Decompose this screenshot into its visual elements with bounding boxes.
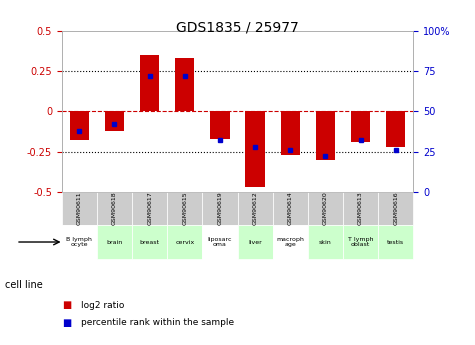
Text: GSM90618: GSM90618 <box>112 192 117 225</box>
Text: ■: ■ <box>62 318 71 327</box>
Bar <box>167 225 202 259</box>
Text: ■: ■ <box>62 300 71 310</box>
Text: GSM90613: GSM90613 <box>358 191 363 225</box>
Bar <box>246 111 265 187</box>
Bar <box>378 225 413 259</box>
Text: T lymph
oblast: T lymph oblast <box>348 237 373 247</box>
Text: GSM90616: GSM90616 <box>393 192 398 225</box>
Bar <box>238 192 273 225</box>
Text: GSM90611: GSM90611 <box>77 192 82 225</box>
Text: breast: breast <box>140 239 160 245</box>
Bar <box>238 225 273 259</box>
Bar <box>132 192 167 225</box>
Bar <box>97 192 132 225</box>
Text: GDS1835 / 25977: GDS1835 / 25977 <box>176 21 299 35</box>
Text: testis: testis <box>387 239 404 245</box>
Bar <box>308 225 343 259</box>
Text: cervix: cervix <box>175 239 194 245</box>
Text: GSM90614: GSM90614 <box>288 191 293 225</box>
Bar <box>62 225 97 259</box>
Bar <box>273 225 308 259</box>
Bar <box>351 111 370 142</box>
Text: log2 ratio: log2 ratio <box>81 301 124 310</box>
Bar <box>210 111 229 139</box>
Text: GSM90620: GSM90620 <box>323 191 328 225</box>
Text: macroph
age: macroph age <box>276 237 304 247</box>
Text: liver: liver <box>248 239 262 245</box>
Bar <box>62 192 97 225</box>
Bar <box>273 192 308 225</box>
Text: percentile rank within the sample: percentile rank within the sample <box>81 318 234 327</box>
Bar <box>105 111 124 131</box>
Bar <box>316 111 335 160</box>
Bar <box>175 58 194 111</box>
Bar <box>202 225 238 259</box>
Bar <box>132 225 167 259</box>
Bar <box>140 55 159 111</box>
Text: GSM90617: GSM90617 <box>147 191 152 225</box>
Text: B lymph
ocyte: B lymph ocyte <box>66 237 92 247</box>
Bar <box>378 192 413 225</box>
Bar <box>343 225 378 259</box>
Text: skin: skin <box>319 239 332 245</box>
Bar <box>386 111 405 147</box>
Bar <box>70 111 89 140</box>
Text: GSM90615: GSM90615 <box>182 192 187 225</box>
Bar <box>167 192 202 225</box>
Text: liposarc
oma: liposarc oma <box>208 237 232 247</box>
Text: brain: brain <box>106 239 123 245</box>
Bar <box>308 192 343 225</box>
Text: cell line: cell line <box>5 280 42 289</box>
Text: GSM90612: GSM90612 <box>253 191 257 225</box>
Bar <box>202 192 238 225</box>
Bar <box>343 192 378 225</box>
Bar <box>97 225 132 259</box>
Bar <box>281 111 300 155</box>
Text: GSM90619: GSM90619 <box>218 191 222 225</box>
